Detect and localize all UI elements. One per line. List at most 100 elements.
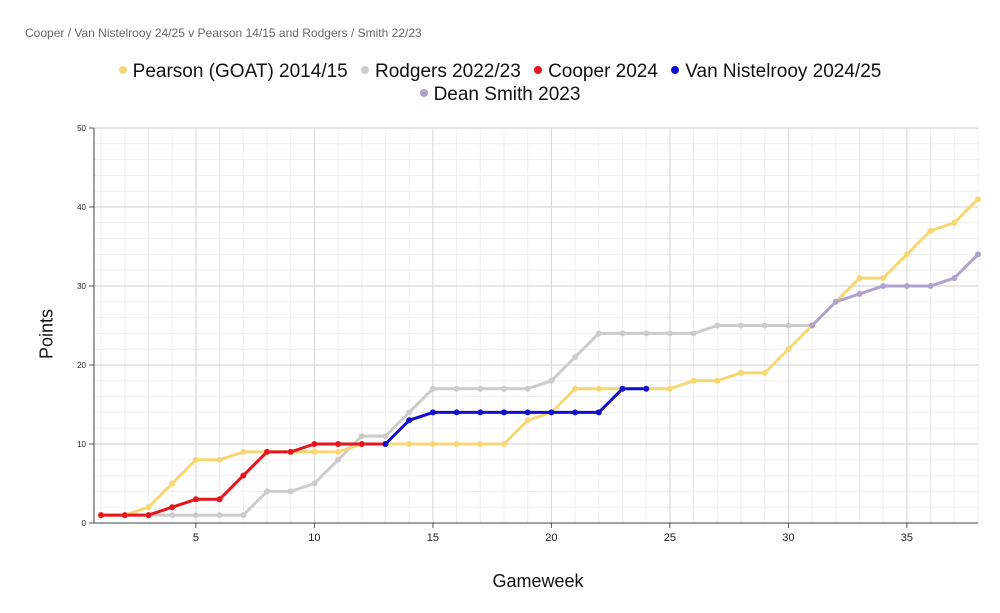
legend-item-rodgers[interactable]: Rodgers 2022/23 [361, 60, 521, 83]
data-point-rodgers-2022-23 [761, 322, 768, 329]
data-point-van-nistelrooy-2024-25 [619, 385, 626, 392]
data-point-pearson-goat-2014-15 [856, 275, 863, 282]
legend-label-rodgers: Rodgers 2022/23 [375, 61, 521, 82]
data-point-rodgers-2022-23 [264, 488, 271, 495]
data-point-dean-smith-2023 [880, 283, 887, 289]
legend-row-2: Dean Smith 2023 [0, 83, 1000, 106]
data-point-pearson-goat-2014-15 [453, 441, 460, 447]
data-point-pearson-goat-2014-15 [738, 369, 745, 376]
data-point-cooper-2024 [98, 512, 105, 519]
data-point-rodgers-2022-23 [524, 385, 531, 392]
legend-row-1: Pearson (GOAT) 2014/15 Rodgers 2022/23 C… [0, 60, 1000, 83]
legend-item-pearson[interactable]: Pearson (GOAT) 2014/15 [118, 60, 348, 83]
data-point-pearson-goat-2014-15 [429, 441, 436, 447]
legend-marker-rodgers [361, 65, 370, 74]
data-point-pearson-goat-2014-15 [785, 346, 792, 353]
data-point-van-nistelrooy-2024-25 [643, 385, 650, 392]
y-tick-label: 50 [77, 124, 86, 133]
y-axis-title: Points [36, 308, 57, 360]
data-point-van-nistelrooy-2024-25 [453, 409, 460, 416]
data-point-pearson-goat-2014-15 [927, 227, 934, 234]
data-point-pearson-goat-2014-15 [880, 275, 887, 282]
data-point-van-nistelrooy-2024-25 [524, 409, 531, 416]
data-point-pearson-goat-2014-15 [903, 251, 910, 258]
data-point-van-nistelrooy-2024-25 [382, 441, 389, 447]
data-point-dean-smith-2023 [856, 290, 863, 297]
legend-item-dean-smith[interactable]: Dean Smith 2023 [419, 83, 581, 106]
data-point-pearson-goat-2014-15 [951, 219, 958, 226]
data-point-pearson-goat-2014-15 [335, 448, 342, 455]
data-point-rodgers-2022-23 [666, 330, 673, 337]
data-point-rodgers-2022-23 [477, 385, 484, 392]
data-point-van-nistelrooy-2024-25 [477, 409, 484, 416]
y-tick-label: 10 [77, 440, 86, 449]
data-point-rodgers-2022-23 [382, 433, 389, 440]
x-tick-label: 20 [545, 532, 557, 544]
data-point-rodgers-2022-23 [169, 512, 176, 519]
data-point-pearson-goat-2014-15 [406, 441, 413, 447]
data-point-rodgers-2022-23 [311, 480, 318, 487]
series-line-dean-smith-2023 [810, 252, 980, 327]
data-point-cooper-2024 [311, 441, 318, 447]
data-point-rodgers-2022-23 [595, 330, 602, 337]
y-tick-label: 40 [77, 203, 86, 212]
legend-label-dean-smith: Dean Smith 2023 [433, 84, 581, 105]
data-point-rodgers-2022-23 [240, 512, 247, 519]
data-point-rodgers-2022-23 [643, 330, 650, 337]
data-point-dean-smith-2023 [809, 322, 816, 329]
data-point-cooper-2024 [287, 448, 294, 455]
legend-marker-dean-smith [419, 88, 428, 97]
legend-item-cooper[interactable]: Cooper 2024 [534, 60, 658, 83]
data-point-rodgers-2022-23 [287, 488, 294, 495]
x-tick-label: 15 [427, 532, 439, 544]
data-point-cooper-2024 [264, 448, 271, 455]
data-point-pearson-goat-2014-15 [690, 377, 697, 384]
data-point-pearson-goat-2014-15 [501, 441, 508, 447]
data-point-rodgers-2022-23 [216, 512, 223, 519]
data-point-cooper-2024 [145, 512, 152, 519]
legend-label-pearson: Pearson (GOAT) 2014/15 [132, 61, 348, 82]
data-point-rodgers-2022-23 [501, 385, 508, 392]
data-point-rodgers-2022-23 [335, 456, 342, 463]
data-point-cooper-2024 [169, 504, 176, 511]
data-point-van-nistelrooy-2024-25 [595, 409, 602, 416]
chart-legend: Pearson (GOAT) 2014/15 Rodgers 2022/23 C… [0, 60, 1000, 106]
data-point-cooper-2024 [240, 472, 247, 479]
data-point-van-nistelrooy-2024-25 [501, 409, 508, 416]
data-point-cooper-2024 [358, 441, 365, 447]
data-point-rodgers-2022-23 [192, 512, 199, 519]
x-axis-title: Gameweek [492, 571, 584, 591]
data-point-cooper-2024 [216, 496, 223, 503]
data-point-dean-smith-2023 [903, 283, 910, 289]
data-point-pearson-goat-2014-15 [145, 504, 152, 511]
data-point-rodgers-2022-23 [572, 354, 579, 361]
legend-item-van-nistelrooy[interactable]: Van Nistelrooy 2024/25 [671, 60, 881, 83]
y-tick-label: 0 [82, 519, 87, 528]
data-point-rodgers-2022-23 [548, 377, 555, 384]
data-point-rodgers-2022-23 [690, 330, 697, 337]
data-point-cooper-2024 [121, 512, 128, 519]
data-point-van-nistelrooy-2024-25 [548, 409, 555, 416]
data-point-rodgers-2022-23 [738, 322, 745, 329]
data-point-pearson-goat-2014-15 [216, 456, 223, 463]
data-point-pearson-goat-2014-15 [572, 385, 579, 392]
data-point-pearson-goat-2014-15 [975, 196, 981, 203]
data-point-rodgers-2022-23 [453, 385, 460, 392]
data-point-pearson-goat-2014-15 [240, 448, 247, 455]
series-line-van-nistelrooy-2024-25 [384, 387, 648, 446]
x-tick-label: 35 [901, 532, 913, 544]
x-tick-label: 5 [193, 532, 199, 544]
data-point-dean-smith-2023 [832, 298, 839, 305]
data-point-van-nistelrooy-2024-25 [572, 409, 579, 416]
data-point-dean-smith-2023 [975, 251, 981, 258]
data-point-pearson-goat-2014-15 [714, 377, 721, 384]
data-point-rodgers-2022-23 [406, 409, 413, 416]
legend-marker-pearson [118, 65, 127, 74]
data-point-dean-smith-2023 [951, 275, 958, 282]
data-point-pearson-goat-2014-15 [477, 441, 484, 447]
data-point-rodgers-2022-23 [714, 322, 721, 329]
data-point-dean-smith-2023 [927, 283, 934, 289]
data-point-pearson-goat-2014-15 [666, 385, 673, 392]
y-tick-label: 30 [77, 282, 86, 291]
